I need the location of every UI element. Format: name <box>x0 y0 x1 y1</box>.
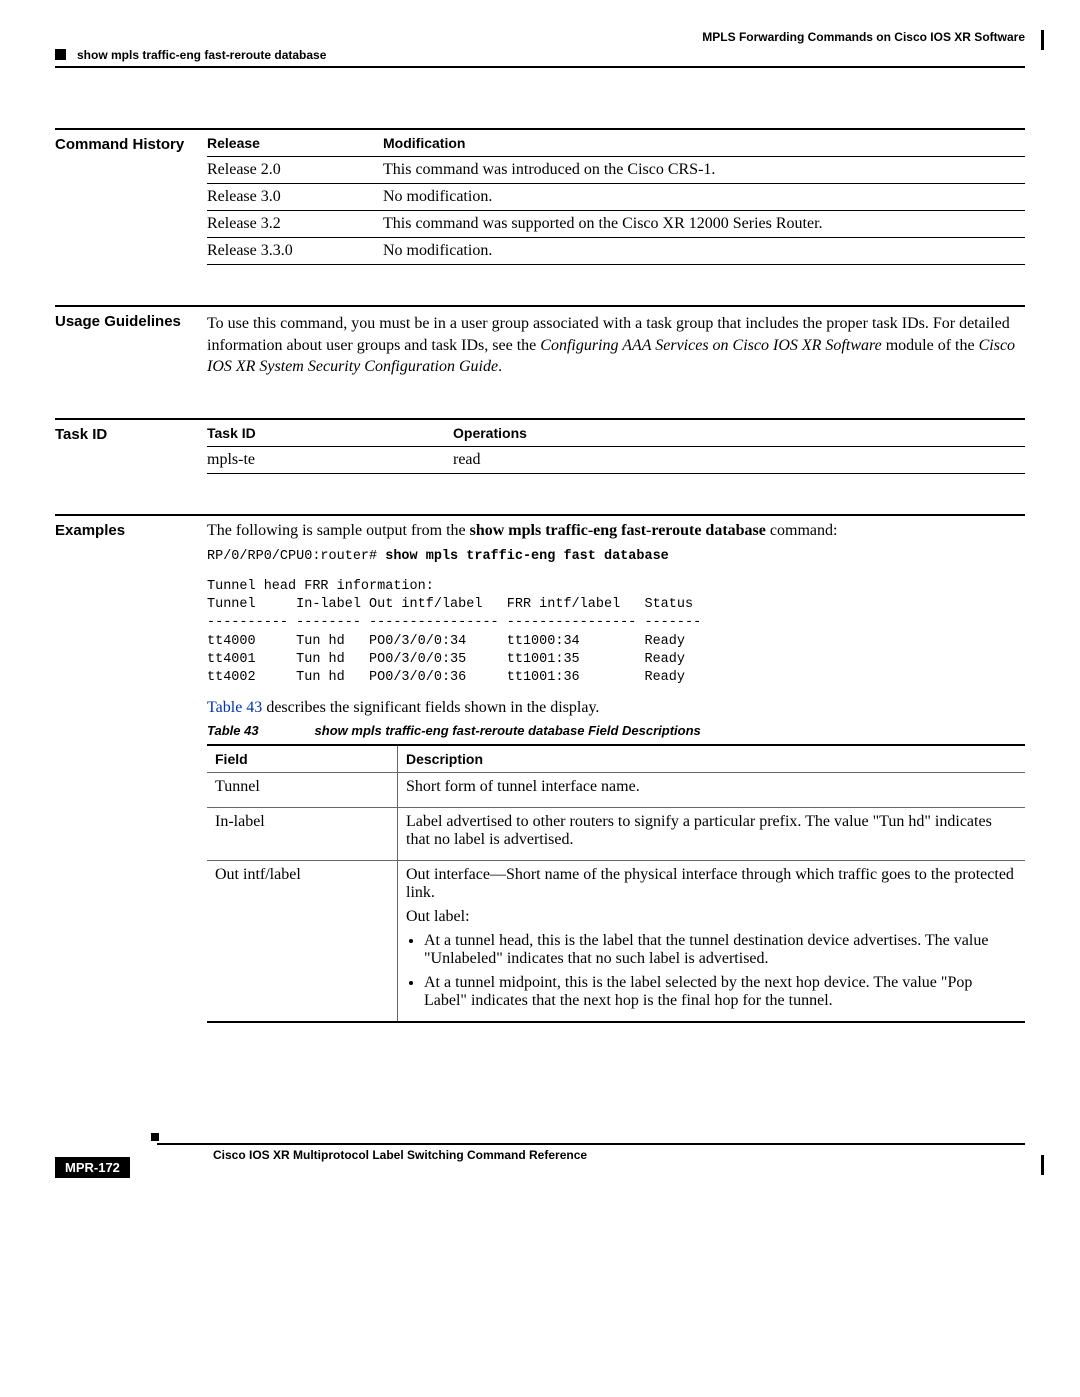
footer-square-icon <box>151 1133 159 1141</box>
section-label-usage: Usage Guidelines <box>55 305 207 378</box>
table-row: Release 3.3.0No modification. <box>207 238 1025 265</box>
cell-modification: This command was introduced on the Cisco… <box>383 157 1025 184</box>
cell-task: mpls-te <box>207 446 453 473</box>
desc-paragraph: Out interface—Short name of the physical… <box>406 866 1017 902</box>
th-release: Release <box>207 129 383 157</box>
th-description: Description <box>398 745 1026 773</box>
list-item: At a tunnel midpoint, this is the label … <box>424 974 1017 1010</box>
cell-release: Release 3.2 <box>207 211 383 238</box>
desc-paragraph: Label advertised to other routers to sig… <box>406 813 1017 849</box>
page-number: MPR-172 <box>55 1157 130 1178</box>
example-output: Tunnel head FRR information: Tunnel In-l… <box>207 578 1025 687</box>
cell-ops: read <box>453 446 1025 473</box>
command-history-table: Release Modification Release 2.0This com… <box>207 128 1025 265</box>
usage-mid: module of the <box>882 337 979 354</box>
table-row: Release 3.2This command was supported on… <box>207 211 1025 238</box>
field-description-table: Field Description Tunnel Short form of tu… <box>207 744 1025 1023</box>
cell-description: Short form of tunnel interface name. <box>398 773 1026 808</box>
cell-release: Release 3.0 <box>207 184 383 211</box>
th-modification: Modification <box>383 129 1025 157</box>
footer-crop-marker <box>1041 1155 1044 1175</box>
footer-rule <box>157 1143 1025 1145</box>
table-ref-rest: describes the significant fields shown i… <box>262 699 599 716</box>
section-label-task-id: Task ID <box>55 418 207 474</box>
command-name-text: show mpls traffic-eng fast-reroute datab… <box>77 48 326 62</box>
th-task-id: Task ID <box>207 419 453 447</box>
cli-prompt: RP/0/RP0/CPU0:router# <box>207 549 385 564</box>
table-ref-link[interactable]: Table 43 <box>207 699 262 716</box>
cell-field: In-label <box>207 808 398 861</box>
cell-modification: This command was supported on the Cisco … <box>383 211 1025 238</box>
task-id-table: Task ID Operations mpls-teread <box>207 418 1025 474</box>
cell-description: Label advertised to other routers to sig… <box>398 808 1026 861</box>
examples-intro: The following is sample output from the … <box>207 514 1025 540</box>
table-row: Out intf/labelOut interface—Short name o… <box>207 861 1025 1023</box>
cell-field: Out intf/label <box>207 861 398 1023</box>
cell-modification: No modification. <box>383 238 1025 265</box>
example-command: RP/0/RP0/CPU0:router# show mpls traffic-… <box>207 548 1025 566</box>
desc-paragraph: Short form of tunnel interface name. <box>406 778 1017 796</box>
section-label-command-history: Command History <box>55 128 207 265</box>
cell-release: Release 2.0 <box>207 157 383 184</box>
footer-title: Cisco IOS XR Multiprotocol Label Switchi… <box>213 1148 1025 1162</box>
table-title: show mpls traffic-eng fast-reroute datab… <box>315 723 701 738</box>
page-footer: Cisco IOS XR Multiprotocol Label Switchi… <box>55 1143 1025 1162</box>
header-rule <box>55 66 1025 68</box>
ex-intro-bold: show mpls traffic-eng fast-reroute datab… <box>470 522 766 539</box>
cell-field: Tunnel <box>207 773 398 808</box>
desc-bullet-list: At a tunnel head, this is the label that… <box>406 932 1017 1010</box>
desc-paragraph: Out label: <box>406 908 1017 926</box>
table-row: In-labelLabel advertised to other router… <box>207 808 1025 861</box>
table-caption: Table 43 show mpls traffic-eng fast-rerou… <box>207 723 1025 738</box>
header-square-icon <box>55 49 66 60</box>
section-label-examples: Examples <box>55 514 207 1024</box>
cell-release: Release 3.3.0 <box>207 238 383 265</box>
crop-marker <box>1041 30 1044 50</box>
table-row: Release 3.0No modification. <box>207 184 1025 211</box>
cli-command: show mpls traffic-eng fast database <box>385 549 669 564</box>
th-operations: Operations <box>453 419 1025 447</box>
ex-intro-pre: The following is sample output from the <box>207 522 470 539</box>
table-number: Table 43 <box>207 723 259 738</box>
table-row: mpls-teread <box>207 446 1025 473</box>
usage-post: . <box>498 358 502 375</box>
cell-modification: No modification. <box>383 184 1025 211</box>
command-name-header: show mpls traffic-eng fast-reroute datab… <box>55 48 1025 62</box>
table-row: Release 2.0This command was introduced o… <box>207 157 1025 184</box>
table-row: Tunnel Short form of tunnel interface nam… <box>207 773 1025 808</box>
usage-text: To use this command, you must be in a us… <box>207 305 1025 378</box>
cell-description: Out interface—Short name of the physical… <box>398 861 1026 1023</box>
th-field: Field <box>207 745 398 773</box>
table-reference: Table 43 describes the significant field… <box>207 699 1025 717</box>
usage-em1: Configuring AAA Services on Cisco IOS XR… <box>540 337 881 354</box>
list-item: At a tunnel head, this is the label that… <box>424 932 1017 968</box>
chapter-header: MPLS Forwarding Commands on Cisco IOS XR… <box>55 30 1025 44</box>
ex-intro-post: command: <box>766 522 838 539</box>
